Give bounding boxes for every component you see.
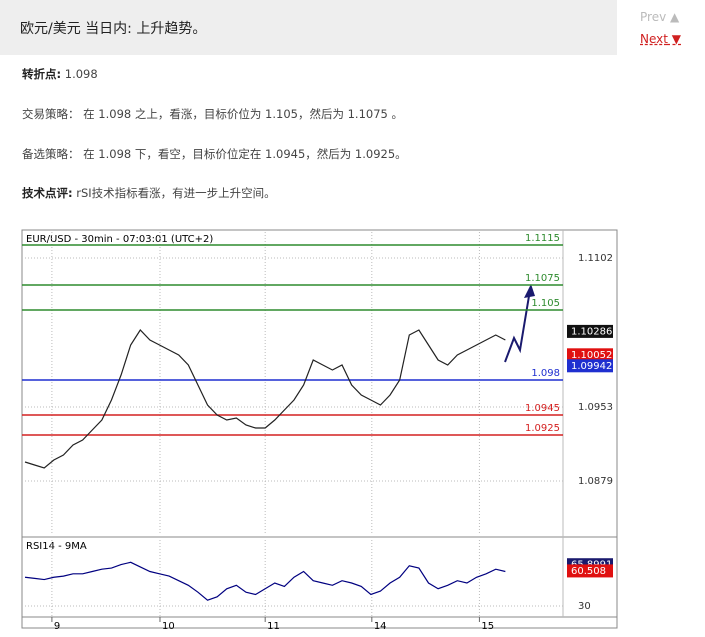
price-tag [567,324,613,338]
y-tick-label: 1.0879 [578,476,613,487]
prev-link[interactable]: Prev ▲ [640,10,680,24]
price-tag-label: 1.09942 [571,361,612,372]
level-label: 1.0945 [525,403,560,414]
y-tick-label: 1.0953 [578,402,613,413]
level-label: 1.1115 [525,233,560,244]
para-text: 1.098 [64,67,98,81]
header: 欧元/美元 当日内: 上升趋势。 [0,0,617,55]
para-label: 技术点评: [22,186,73,200]
para-label: 备选策略： [22,147,80,161]
next-link[interactable]: Next ▼ [640,32,682,46]
para-label: 转折点: [22,67,62,81]
price-tag [567,564,613,578]
paragraph: 技术点评: rSI技术指标看涨，有进一步上升空间。 [22,185,276,201]
rsi-title: RSI14 - 9MA [26,541,87,552]
chart-title: EUR/USD - 30min - 07:03:01 (UTC+2) [26,234,213,245]
level-label: 1.105 [531,298,560,309]
paragraph: 备选策略： 在 1.098 下，看空，目标价位定在 1.0945，然后为 1.0… [22,146,407,162]
series-line [24,561,506,601]
price-tag [567,359,613,373]
next-text[interactable]: Next [640,32,668,46]
y-tick-label: 1.1102 [578,253,613,264]
arrow-head [524,284,535,298]
price-tag-label: 1.10286 [571,326,612,337]
series-line [24,329,506,469]
chart-frame [21,229,618,629]
y-tick-label: 30 [578,601,591,612]
para-text: 在 1.098 下，看空，目标价位定在 1.0945，然后为 1.0925。 [83,147,407,161]
x-tick-label: 14 [374,621,387,632]
para-text: rSI技术指标看涨，有进一步上升空间。 [76,186,276,200]
price-tag-label: 60.508 [571,566,606,577]
paragraph: 转折点: 1.098 [22,66,98,82]
para-text: 在 1.098 之上，看涨，目标价位为 1.105，然后为 1.1075 。 [83,107,404,121]
x-tick-label: 11 [267,621,280,632]
prev-text[interactable]: Prev [640,10,667,24]
level-label: 1.1075 [525,273,560,284]
paragraph: 交易策略： 在 1.098 之上，看涨，目标价位为 1.105，然后为 1.10… [22,106,403,122]
x-tick-label: 9 [54,621,60,632]
price-tag [567,348,613,362]
level-label: 1.0925 [525,423,560,434]
x-tick-label: 15 [481,621,494,632]
para-label: 交易策略： [22,107,80,121]
x-tick-label: 10 [162,621,175,632]
level-label: 1.098 [531,368,560,379]
projection-arrow [504,289,531,363]
price-tag-label: 1.10052 [571,350,612,361]
header-title: 欧元/美元 当日内: 上升趋势。 [20,21,207,37]
